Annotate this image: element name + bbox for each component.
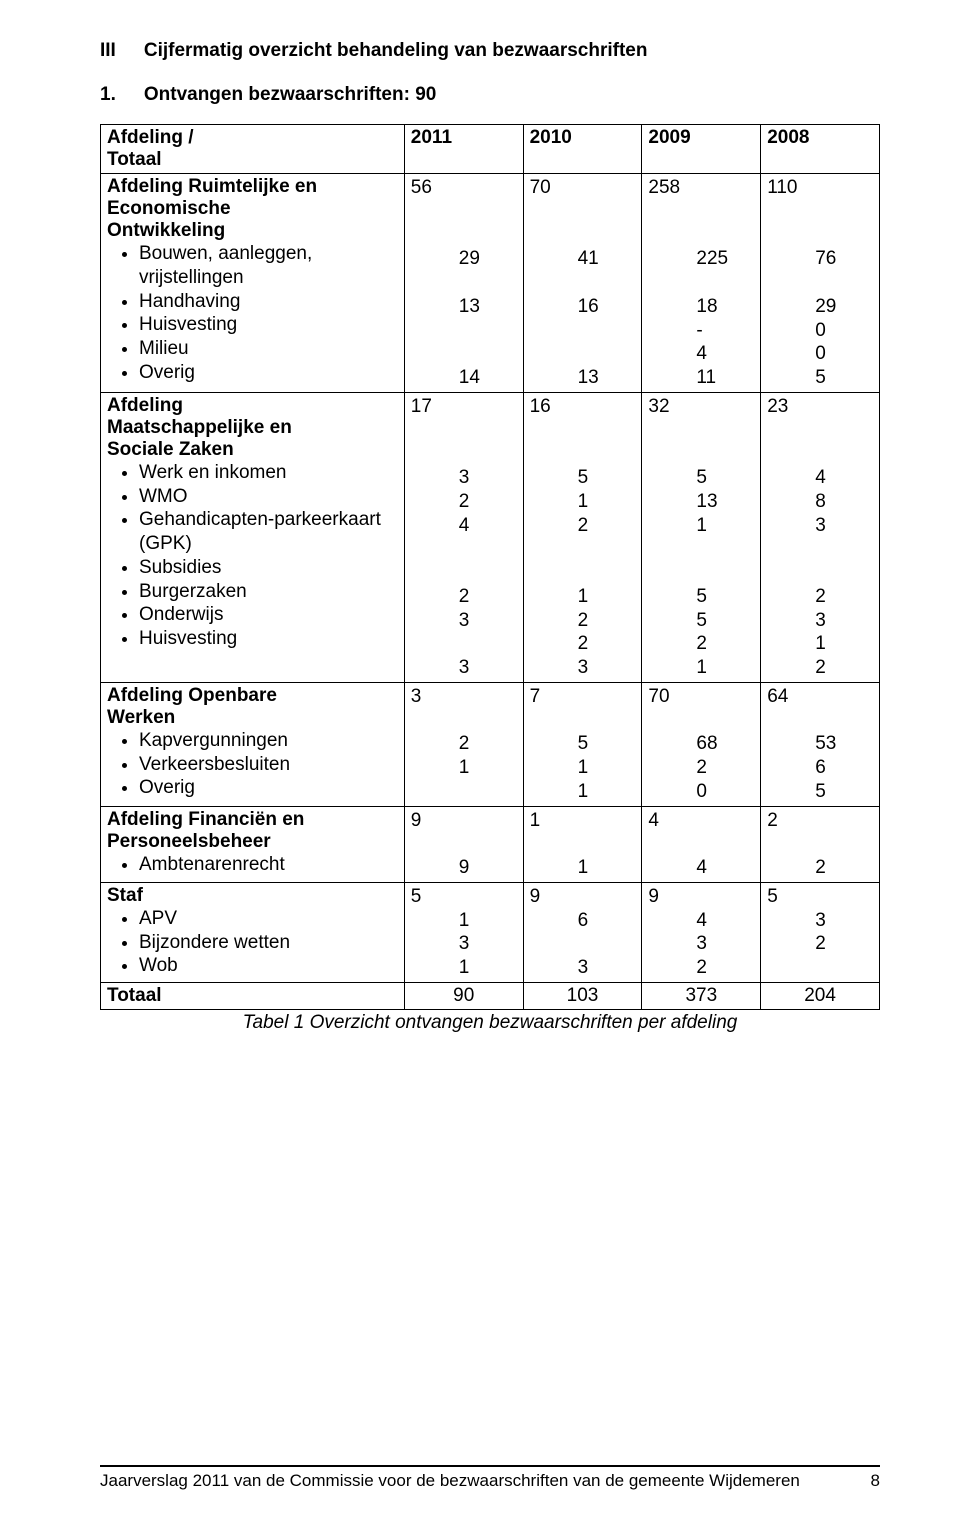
table-cell: Afdeling Financiën enPersoneelsbeheerAmb… bbox=[101, 806, 405, 882]
table-cell: 23 483 2312 bbox=[761, 392, 880, 682]
table-cell: 532 bbox=[761, 882, 880, 982]
table-cell: Afdeling Ruimtelijke enEconomischeOntwik… bbox=[101, 174, 405, 393]
list-item: Bijzondere wetten bbox=[139, 931, 398, 955]
table-cell: 103 bbox=[523, 982, 642, 1009]
table-cell: 70 41 16 13 bbox=[523, 174, 642, 393]
footer-divider bbox=[100, 1465, 880, 1467]
list-item: Milieu bbox=[139, 337, 398, 361]
table-row: AfdelingMaatschappelijke enSociale Zaken… bbox=[101, 392, 880, 682]
table-cell: 32 5131 5521 bbox=[642, 392, 761, 682]
list-item: Bouwen, aanleggen, vrijstellingen bbox=[139, 242, 398, 290]
footer-text: Jaarverslag 2011 van de Commissie voor d… bbox=[100, 1471, 800, 1491]
table-cell: Afdeling /Totaal bbox=[101, 125, 405, 174]
table-cell: 9 9 bbox=[404, 806, 523, 882]
table-cell: 2008 bbox=[761, 125, 880, 174]
table-cell: 17 324 23 3 bbox=[404, 392, 523, 682]
table-cell: 70 6820 bbox=[642, 682, 761, 806]
table-cell: 204 bbox=[761, 982, 880, 1009]
table-cell: 3 21 bbox=[404, 682, 523, 806]
table-cell: 1 1 bbox=[523, 806, 642, 882]
table-cell: 373 bbox=[642, 982, 761, 1009]
sub-num: 1. bbox=[100, 84, 116, 106]
table-cell: Totaal bbox=[101, 982, 405, 1009]
list-item: Werk en inkomen bbox=[139, 461, 398, 485]
list-item: Gehandicapten-parkeerkaart (GPK) bbox=[139, 508, 398, 556]
list-item: Onderwijs bbox=[139, 603, 398, 627]
table-total-row: Totaal90103373204 bbox=[101, 982, 880, 1009]
section-heading: III Cijfermatig overzicht behandeling va… bbox=[100, 40, 880, 62]
list-item: WMO bbox=[139, 485, 398, 509]
table-cell: 2010 bbox=[523, 125, 642, 174]
list-item: Overig bbox=[139, 361, 398, 385]
table-cell: 90 bbox=[404, 982, 523, 1009]
table-row: Afdeling Financiën enPersoneelsbeheerAmb… bbox=[101, 806, 880, 882]
table-cell: 96 3 bbox=[523, 882, 642, 982]
list-item: APV bbox=[139, 907, 398, 931]
table-cell: 2009 bbox=[642, 125, 761, 174]
sub-title: Ontvangen bezwaarschriften: 90 bbox=[144, 84, 436, 106]
list-item: Burgerzaken bbox=[139, 580, 398, 604]
heading-roman: III bbox=[100, 40, 116, 62]
table-cell: 56 29 13 14 bbox=[404, 174, 523, 393]
data-table: Afdeling /Totaal2011201020092008Afdeling… bbox=[100, 124, 880, 1010]
list-item: Wob bbox=[139, 954, 398, 978]
table-cell: 4 4 bbox=[642, 806, 761, 882]
table-cell: 2 2 bbox=[761, 806, 880, 882]
subsection-heading: 1. Ontvangen bezwaarschriften: 90 bbox=[100, 84, 880, 106]
list-item: Ambtenarenrecht bbox=[139, 853, 398, 877]
table-cell: 9432 bbox=[642, 882, 761, 982]
list-item: Kapvergunningen bbox=[139, 729, 398, 753]
table-cell: 64 5365 bbox=[761, 682, 880, 806]
list-item: Handhaving bbox=[139, 290, 398, 314]
page: III Cijfermatig overzicht behandeling va… bbox=[0, 0, 960, 1515]
table-cell: 258 225 18-411 bbox=[642, 174, 761, 393]
table-row: Afdeling OpenbareWerkenKapvergunningenVe… bbox=[101, 682, 880, 806]
table-caption: Tabel 1 Overzicht ontvangen bezwaarschri… bbox=[100, 1012, 880, 1034]
list-item: Overig bbox=[139, 776, 398, 800]
list-item: Verkeersbesluiten bbox=[139, 753, 398, 777]
table-cell: StafAPVBijzondere wettenWob bbox=[101, 882, 405, 982]
list-item: Subsidies bbox=[139, 556, 398, 580]
table-row: StafAPVBijzondere wettenWob513196 394325… bbox=[101, 882, 880, 982]
table-cell: 7 511 bbox=[523, 682, 642, 806]
heading-title: Cijfermatig overzicht behandeling van be… bbox=[144, 40, 648, 62]
table-cell: AfdelingMaatschappelijke enSociale Zaken… bbox=[101, 392, 405, 682]
table-row: Afdeling Ruimtelijke enEconomischeOntwik… bbox=[101, 174, 880, 393]
list-item: Huisvesting bbox=[139, 627, 398, 651]
list-item: Huisvesting bbox=[139, 313, 398, 337]
footer-page-number: 8 bbox=[871, 1471, 880, 1491]
table-cell: 5131 bbox=[404, 882, 523, 982]
page-footer: Jaarverslag 2011 van de Commissie voor d… bbox=[100, 1465, 880, 1491]
table-cell: Afdeling OpenbareWerkenKapvergunningenVe… bbox=[101, 682, 405, 806]
table-cell: 2011 bbox=[404, 125, 523, 174]
table-cell: 110 76 29005 bbox=[761, 174, 880, 393]
table-header-row: Afdeling /Totaal2011201020092008 bbox=[101, 125, 880, 174]
table-cell: 16 512 1223 bbox=[523, 392, 642, 682]
